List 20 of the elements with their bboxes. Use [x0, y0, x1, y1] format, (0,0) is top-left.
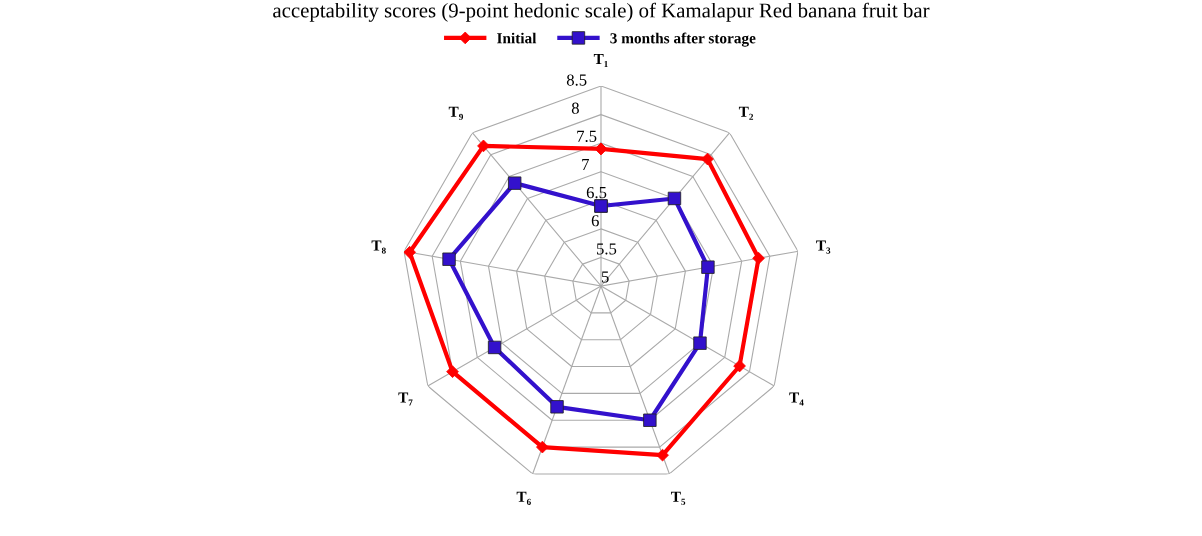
spoke-label: T₇: [398, 392, 413, 406]
spoke-label: T₂: [738, 106, 754, 120]
y-tick-label: 5: [601, 271, 609, 283]
y-tick-label: 7: [582, 158, 590, 170]
spoke-label: T₁: [593, 53, 608, 68]
y-tick-label: 8.5: [566, 74, 587, 86]
legend-label: Initial: [497, 32, 537, 44]
y-tick-label: 6: [591, 215, 599, 227]
y-tick-label: 8: [571, 102, 579, 114]
y-tick-label: 5.5: [597, 243, 617, 255]
spoke-label: T₄: [789, 392, 804, 406]
chart-title: acceptability scores (9-point hedonic scale) of Kamalapur Red banana fruit bar: [273, 2, 930, 22]
spoke-label: T₉: [448, 106, 464, 120]
spoke-label: T₃: [816, 240, 831, 254]
y-tick-label: 7.5: [577, 130, 597, 142]
y-tick-label: 6.5: [586, 187, 607, 199]
spoke-label: T₅: [671, 491, 686, 505]
spoke-label: T₆: [516, 491, 531, 505]
legend-label: 3 months after storage: [610, 32, 756, 47]
spoke-label: T₈: [371, 240, 386, 254]
